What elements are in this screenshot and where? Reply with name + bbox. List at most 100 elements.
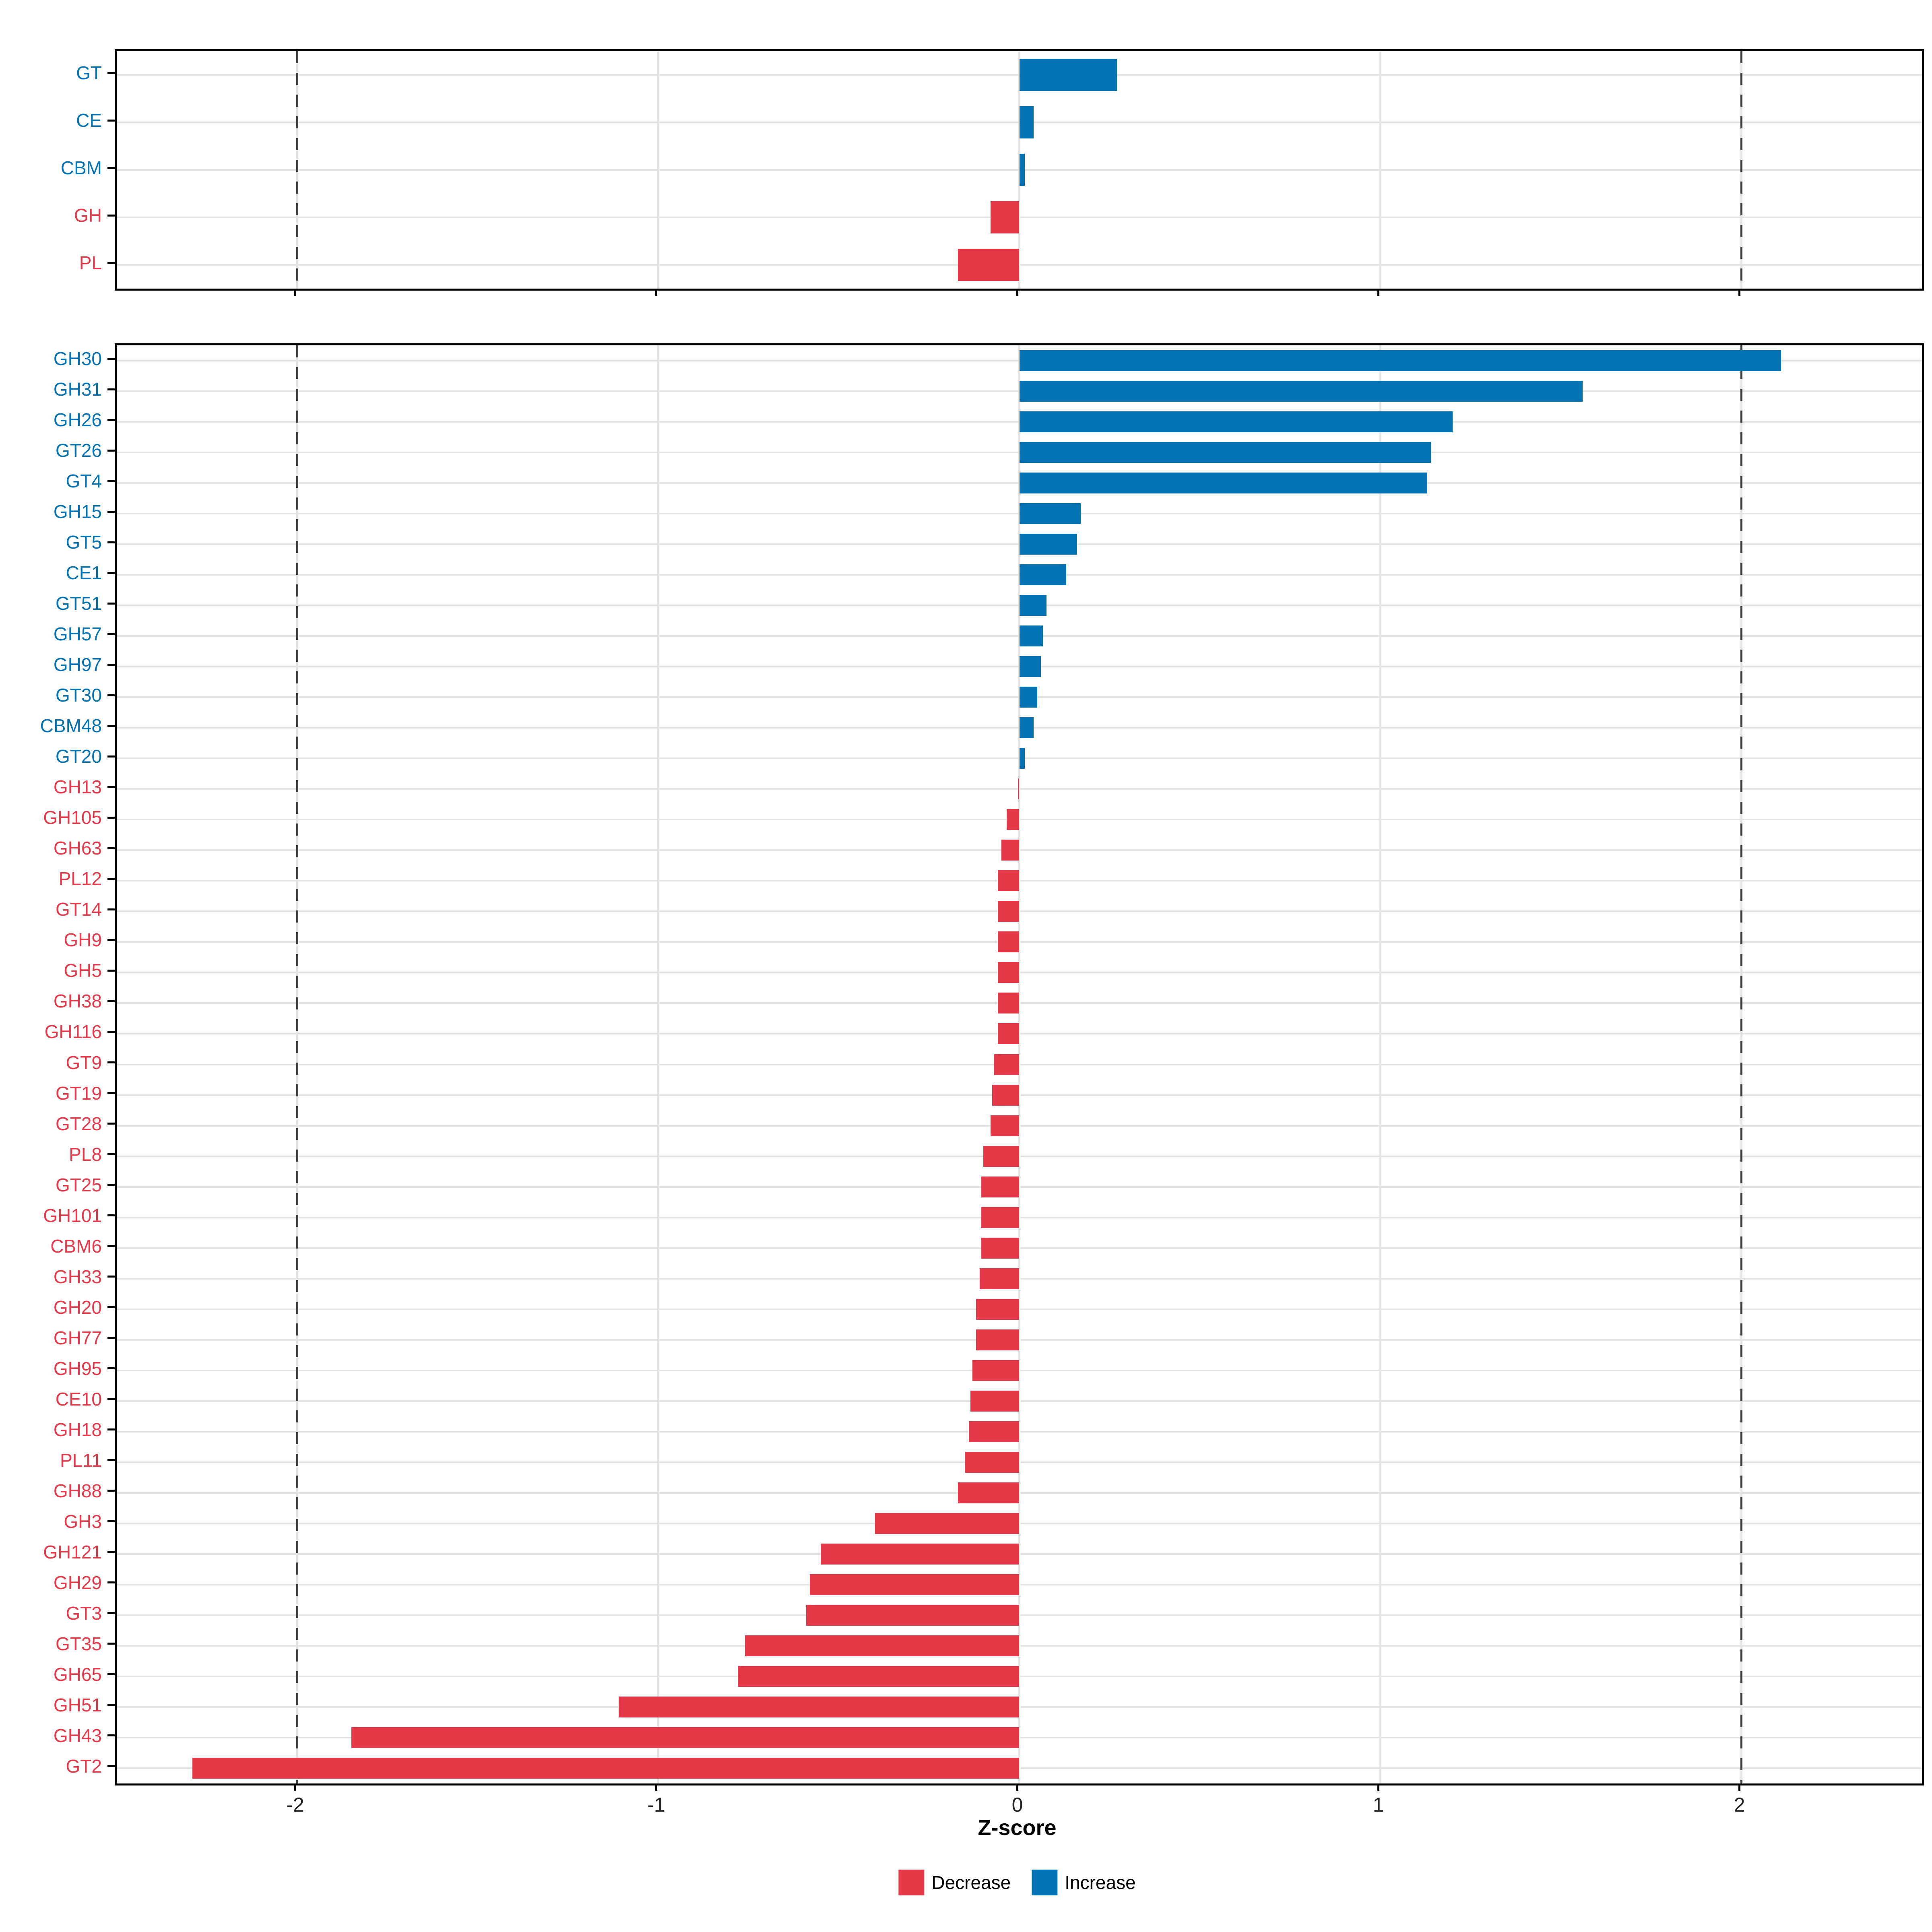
legend-item-increase: Increase xyxy=(1032,1870,1136,1895)
x-axis-title: Z-score xyxy=(978,1816,1057,1840)
category-label-GH13: GH13 xyxy=(53,776,102,798)
bar-GH77 xyxy=(976,1329,1020,1350)
bar-CE xyxy=(1019,106,1034,138)
category-tick xyxy=(107,724,115,727)
category-label-GH29: GH29 xyxy=(53,1572,102,1593)
category-tick xyxy=(107,1673,115,1676)
category-label-GT35: GT35 xyxy=(55,1633,102,1654)
category-label-CE10: CE10 xyxy=(55,1388,102,1410)
category-gridline xyxy=(117,1583,1922,1585)
category-gridline xyxy=(117,1645,1922,1647)
bar-GH9 xyxy=(997,931,1020,953)
category-label-GT2: GT2 xyxy=(66,1755,102,1777)
category-gridline xyxy=(117,1186,1922,1188)
category-label-PL12: PL12 xyxy=(58,868,102,890)
bar-GH101 xyxy=(981,1207,1020,1228)
category-gridline xyxy=(117,1553,1922,1555)
bar-GH51 xyxy=(618,1696,1020,1717)
bar-GH97 xyxy=(1019,656,1041,677)
bar-CE10 xyxy=(970,1390,1020,1412)
category-tick xyxy=(107,119,115,122)
category-tick xyxy=(107,1581,115,1584)
category-gridline xyxy=(117,1216,1922,1218)
category-gridline xyxy=(117,819,1922,821)
bar-GH29 xyxy=(810,1574,1020,1595)
category-tick xyxy=(107,1612,115,1614)
x-axis-tick xyxy=(655,289,657,296)
category-label-GH15: GH15 xyxy=(53,501,102,522)
bar-PL11 xyxy=(965,1451,1020,1473)
category-gridline xyxy=(117,1033,1922,1035)
bar-GT xyxy=(1019,59,1117,91)
dashed-reference-line xyxy=(296,345,298,1783)
bar-GT51 xyxy=(1019,595,1046,616)
category-label-PL: PL xyxy=(79,252,102,273)
x-axis-tick xyxy=(1016,1783,1018,1791)
category-tick xyxy=(107,633,115,635)
category-tick xyxy=(107,602,115,605)
category-gridline xyxy=(117,941,1922,943)
category-tick xyxy=(107,480,115,482)
category-gridline xyxy=(117,880,1922,882)
category-label-GT28: GT28 xyxy=(55,1113,102,1134)
category-label-GH77: GH77 xyxy=(53,1327,102,1348)
legend-item-decrease: Decrease xyxy=(898,1870,1011,1895)
decrease-color-swatch xyxy=(898,1870,925,1895)
legend-label-decrease: Decrease xyxy=(931,1872,1011,1893)
category-label-GT26: GT26 xyxy=(55,440,102,461)
bar-GH13 xyxy=(1018,778,1020,800)
category-tick xyxy=(107,1337,115,1339)
category-label-GH3: GH3 xyxy=(64,1511,102,1532)
category-label-GH20: GH20 xyxy=(53,1296,102,1318)
dashed-reference-line xyxy=(1740,51,1742,289)
bar-GH15 xyxy=(1019,503,1081,524)
category-label-GH38: GH38 xyxy=(53,991,102,1012)
bar-GT30 xyxy=(1019,687,1038,708)
category-tick xyxy=(107,449,115,452)
x-axis-tick-label: 1 xyxy=(1373,1794,1384,1816)
category-gridline xyxy=(117,972,1922,974)
category-label-CBM48: CBM48 xyxy=(40,715,102,737)
bar-GT25 xyxy=(981,1176,1020,1197)
category-tick xyxy=(107,1153,115,1156)
bar-GH105 xyxy=(1007,809,1020,830)
category-gridline xyxy=(117,217,1922,218)
category-tick xyxy=(107,419,115,421)
category-gridline xyxy=(117,849,1922,851)
category-label-GH18: GH18 xyxy=(53,1419,102,1440)
category-tick xyxy=(107,908,115,910)
category-tick xyxy=(107,167,115,169)
category-tick xyxy=(107,1734,115,1737)
category-label-GH95: GH95 xyxy=(53,1358,102,1379)
category-tick xyxy=(107,969,115,972)
category-gridline xyxy=(117,1063,1922,1065)
category-label-GT25: GT25 xyxy=(55,1174,102,1195)
bar-GT20 xyxy=(1019,748,1025,769)
bar-GH63 xyxy=(1001,840,1020,861)
category-label-PL11: PL11 xyxy=(60,1449,102,1471)
x-axis-tick xyxy=(655,1783,657,1791)
x-axis-tick xyxy=(294,289,296,296)
category-gridline xyxy=(117,1767,1922,1769)
category-gridline xyxy=(117,1430,1922,1432)
x-axis-tick xyxy=(1377,1783,1379,1791)
category-gridline xyxy=(117,1002,1922,1004)
bar-CBM xyxy=(1019,154,1025,186)
category-tick xyxy=(107,572,115,574)
category-label-GH31: GH31 xyxy=(53,379,102,400)
category-gridline xyxy=(117,788,1922,790)
x-axis-tick xyxy=(1016,289,1018,296)
category-tick xyxy=(107,877,115,880)
bar-GH30 xyxy=(1019,350,1781,371)
category-label-GH105: GH105 xyxy=(43,807,102,828)
x-axis-tick-label: 0 xyxy=(1011,1794,1023,1816)
category-tick xyxy=(107,1184,115,1186)
category-label-GT14: GT14 xyxy=(55,899,102,920)
category-tick xyxy=(107,214,115,217)
category-tick xyxy=(107,847,115,849)
category-label-CBM: CBM xyxy=(60,157,102,178)
category-tick xyxy=(107,1030,115,1033)
category-label-GH9: GH9 xyxy=(64,929,102,951)
category-label-GH26: GH26 xyxy=(53,409,102,431)
bar-GT2 xyxy=(192,1757,1020,1779)
